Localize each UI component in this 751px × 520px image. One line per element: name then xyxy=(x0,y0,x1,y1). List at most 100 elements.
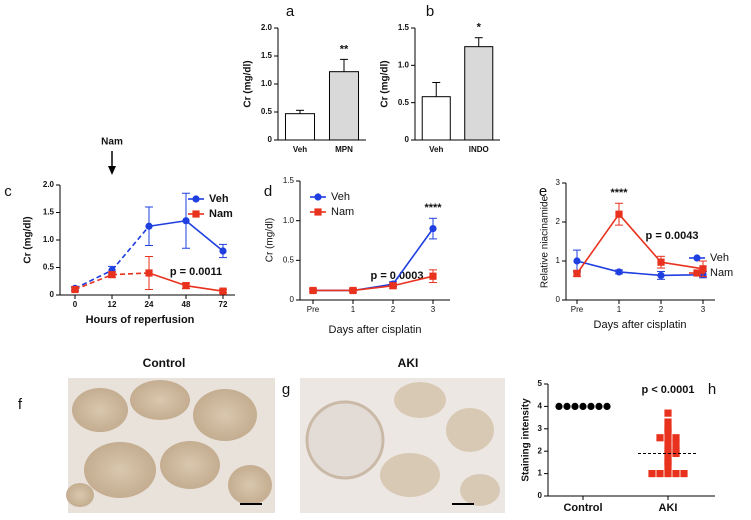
line-segment xyxy=(185,220,224,252)
panel: c 0 0.5 1.0 1.5 2.0 Cr (mg/dl) Hours of reperfu… xyxy=(4,137,235,326)
marker xyxy=(314,193,322,201)
y-tick-label: 0 xyxy=(556,295,561,304)
marker xyxy=(664,440,672,449)
line-segment xyxy=(148,272,187,287)
marker xyxy=(219,247,227,255)
line-segment xyxy=(576,260,620,273)
marker xyxy=(219,287,227,295)
image-g xyxy=(300,378,505,513)
line-segment xyxy=(74,273,113,291)
line-segment xyxy=(392,228,434,285)
legend-label: Veh xyxy=(209,193,229,205)
y-tick-label: 0.5 xyxy=(283,255,295,264)
image-title: Control xyxy=(143,356,186,370)
marker xyxy=(192,210,200,218)
x-tick-label: 0 xyxy=(73,300,78,309)
x-tick-label: Veh xyxy=(293,145,307,154)
marker xyxy=(579,402,587,410)
marker xyxy=(657,271,665,280)
marker xyxy=(664,409,672,417)
marker xyxy=(145,269,153,277)
arrow-label: Nam xyxy=(101,137,123,148)
panel: b 0 0.5 1.0 1.5 Cr (mg/dl) Veh INDO * xyxy=(380,3,500,154)
x-tick-label: 12 xyxy=(108,300,117,309)
image-title: AKI xyxy=(398,356,419,370)
marker xyxy=(656,434,664,442)
panel: a 0 0.5 1.0 1.5 2.0 Cr (mg/dl) Veh MPN ** xyxy=(243,3,366,154)
marker xyxy=(615,268,623,276)
marker xyxy=(573,269,581,278)
image-f xyxy=(66,378,275,513)
marker xyxy=(664,463,672,471)
x-tick-label: INDO xyxy=(469,145,489,154)
legend-label: Nam xyxy=(710,267,733,279)
marker xyxy=(664,418,672,426)
legend-label: Nam xyxy=(331,206,354,218)
y-tick-label: 0 xyxy=(50,290,55,299)
x-tick-label: Pre xyxy=(571,305,584,314)
line-segment xyxy=(111,225,150,271)
x-tick-label: 48 xyxy=(182,300,191,309)
line-segment xyxy=(392,275,434,287)
y-tick-label: 5 xyxy=(538,379,543,388)
line-segment xyxy=(618,271,662,277)
y-axis-label: Staining intensity xyxy=(521,398,532,482)
significance: **** xyxy=(610,187,628,199)
marker xyxy=(145,222,153,230)
y-tick-label: 0.5 xyxy=(261,107,273,116)
x-axis-label: Days after cisplatin xyxy=(594,319,687,331)
panel-letter: f xyxy=(18,396,23,413)
y-tick-label: 1.0 xyxy=(261,79,273,88)
y-tick-label: 0 xyxy=(290,295,295,304)
line-segment xyxy=(111,272,150,276)
legend-label: Veh xyxy=(331,191,350,203)
marker xyxy=(192,195,200,203)
panel: e 0 1 2 3 Relative niacinamide Days after cisp… xyxy=(539,178,733,331)
p-value: p < 0.0001 xyxy=(642,384,695,396)
marker xyxy=(699,265,707,273)
panel: h 0 1 2 3 4 5 Staining intensity p < 0.0001 Contr… xyxy=(521,379,717,514)
marker xyxy=(563,402,571,410)
marker xyxy=(108,271,116,279)
y-tick-label: 1.0 xyxy=(43,235,55,244)
marker xyxy=(571,402,579,410)
x-tick-label: 72 xyxy=(219,300,228,309)
marker xyxy=(182,217,190,225)
x-tick-label: 3 xyxy=(701,305,706,314)
line-segment xyxy=(185,284,224,292)
panel-letter: d xyxy=(264,183,272,200)
marker xyxy=(349,286,357,295)
marker xyxy=(664,470,672,478)
marker xyxy=(182,282,190,290)
bar xyxy=(284,113,316,141)
marker xyxy=(672,440,680,449)
y-tick-label: 0.5 xyxy=(43,263,55,272)
line-segment xyxy=(576,213,620,274)
y-tick-label: 1.0 xyxy=(398,60,410,69)
marker xyxy=(429,225,437,233)
line-segment xyxy=(352,284,394,292)
marker xyxy=(615,210,623,218)
x-tick-label: Veh xyxy=(429,145,443,154)
marker xyxy=(672,434,680,442)
x-axis-label: Days after cisplatin xyxy=(329,324,422,336)
y-tick-label: 0.5 xyxy=(398,98,410,107)
y-tick-label: 2 xyxy=(538,446,543,455)
bar xyxy=(421,96,451,141)
panel-letter: c xyxy=(4,183,12,200)
x-tick-label: 3 xyxy=(431,305,436,314)
x-axis-label: Hours of reperfusion xyxy=(86,314,195,326)
marker xyxy=(587,402,595,410)
y-axis-label: Relative niacinamide xyxy=(540,195,551,288)
marker xyxy=(429,272,437,280)
marker xyxy=(603,402,611,410)
legend-label: Veh xyxy=(710,252,729,264)
marker xyxy=(595,402,603,410)
y-tick-label: 0 xyxy=(405,135,410,144)
x-tick-label: Control xyxy=(563,502,602,514)
line-segment xyxy=(618,213,662,263)
p-value: p = 0.0011 xyxy=(170,266,222,278)
y-tick-label: 2 xyxy=(556,217,561,226)
significance: **** xyxy=(424,202,442,214)
